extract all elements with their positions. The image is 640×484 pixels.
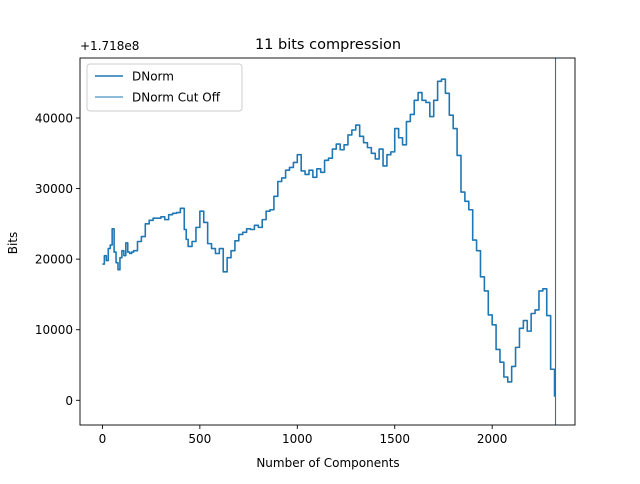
legend-label-1: DNorm bbox=[132, 70, 174, 84]
legend-box bbox=[86, 63, 243, 112]
x-tick-label: 0 bbox=[99, 432, 107, 446]
chart-title: 11 bits compression bbox=[255, 37, 401, 53]
series-line-1 bbox=[102, 78, 556, 397]
y-tick-label: 30000 bbox=[35, 182, 73, 196]
y-axis-label: Bits bbox=[6, 232, 20, 255]
y-axis-offset-text: +1.718e8 bbox=[80, 39, 139, 53]
axes-frame bbox=[79, 57, 576, 426]
x-tick-label: 1000 bbox=[282, 432, 313, 446]
legend: DNorm DNorm Cut Off bbox=[86, 63, 243, 112]
x-axis-label: Number of Components bbox=[256, 456, 399, 470]
y-tick-label: 10000 bbox=[35, 323, 73, 337]
x-tick-label: 2000 bbox=[477, 432, 508, 446]
y-tick-label: 40000 bbox=[35, 111, 73, 125]
x-tick-label: 500 bbox=[188, 432, 211, 446]
x-tick-label: 1500 bbox=[379, 432, 410, 446]
y-tick-label: 0 bbox=[65, 394, 73, 408]
legend-label-2: DNorm Cut Off bbox=[132, 91, 221, 105]
y-tick-label: 20000 bbox=[35, 253, 73, 267]
plot-content bbox=[102, 58, 557, 425]
